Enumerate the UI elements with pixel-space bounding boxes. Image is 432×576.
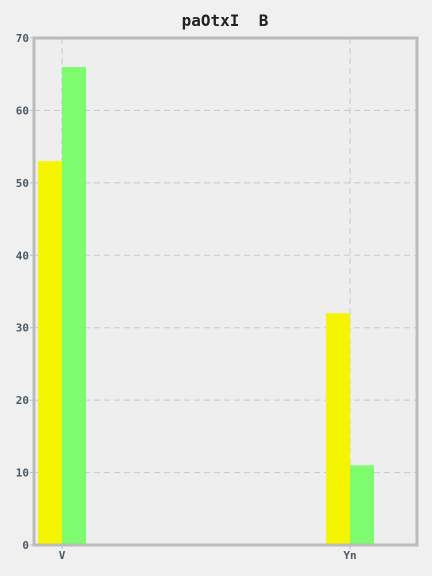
y-tick-label: 60	[16, 104, 29, 117]
bar-v-series-2	[62, 66, 86, 545]
y-tick-label: 30	[16, 322, 29, 335]
bar-yn-series-1	[326, 313, 350, 545]
y-tick-label: 70	[16, 32, 29, 45]
x-tick-label: V	[59, 549, 66, 562]
y-tick-label: 40	[16, 249, 29, 262]
plot-area	[34, 38, 417, 545]
x-tick-labels: V Yn	[59, 545, 357, 562]
bar-v-series-1	[38, 161, 62, 545]
y-tick-label: 50	[16, 177, 29, 190]
bars	[38, 66, 374, 545]
y-tick-label: 10	[16, 467, 29, 480]
bar-yn-series-2	[350, 465, 374, 545]
chart-title: paOtxI B	[181, 11, 269, 30]
y-tick-label: 0	[22, 539, 29, 552]
x-tick-label: Yn	[343, 549, 356, 562]
y-tick-label: 20	[16, 394, 29, 407]
plot-frame	[32, 36, 419, 547]
y-tick-labels: 0 10 20 30 40 50 60 70	[16, 32, 34, 552]
